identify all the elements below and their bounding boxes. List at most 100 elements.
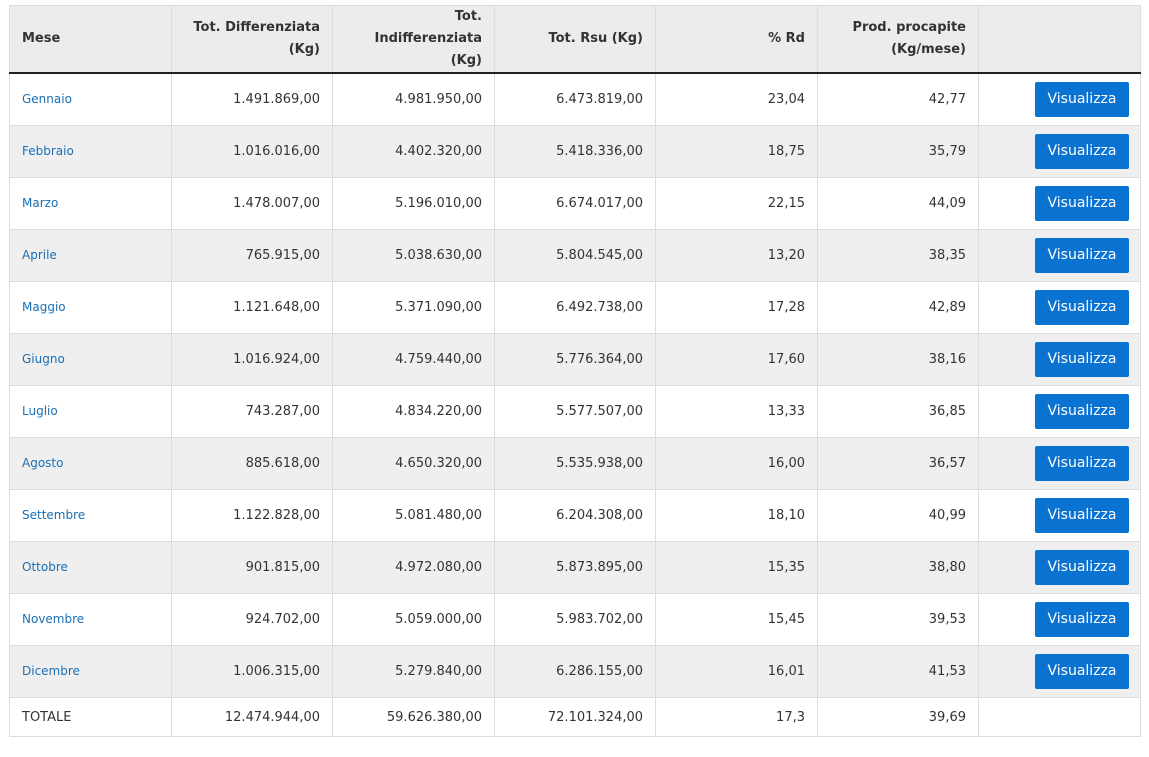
rd-percent-cell: 15,45 [655, 593, 818, 646]
month-link[interactable]: Ottobre [22, 560, 68, 574]
action-cell: Visualizza [978, 229, 1141, 282]
total-differenziata: 12.474.944,00 [171, 697, 333, 737]
table-row: Dicembre 1.006.315,00 5.279.840,00 6.286… [9, 645, 1141, 698]
visualizza-button[interactable]: Visualizza [1035, 654, 1129, 689]
table-row: Ottobre 901.815,00 4.972.080,00 5.873.89… [9, 541, 1141, 594]
procapite-cell: 38,35 [817, 229, 979, 282]
visualizza-button[interactable]: Visualizza [1035, 238, 1129, 273]
indifferenziata-cell: 5.196.010,00 [332, 177, 495, 230]
action-cell: Visualizza [978, 593, 1141, 646]
header-differenziata: Tot. Differenziata (Kg) [171, 5, 333, 74]
month-link[interactable]: Luglio [22, 404, 58, 418]
rsu-cell: 6.473.819,00 [494, 72, 656, 126]
waste-data-table: Mese Tot. Differenziata (Kg) Tot. Indiff… [9, 5, 1141, 737]
table-row: Aprile 765.915,00 5.038.630,00 5.804.545… [9, 229, 1141, 282]
month-link[interactable]: Settembre [22, 508, 86, 522]
month-link[interactable]: Novembre [22, 612, 85, 626]
action-cell: Visualizza [978, 333, 1141, 386]
total-empty-cell [978, 697, 1141, 737]
table-row: Luglio 743.287,00 4.834.220,00 5.577.507… [9, 385, 1141, 438]
action-cell: Visualizza [978, 177, 1141, 230]
differenziata-cell: 743.287,00 [171, 385, 333, 438]
month-cell: Gennaio [9, 72, 172, 126]
visualizza-button[interactable]: Visualizza [1035, 498, 1129, 533]
rd-percent-cell: 16,01 [655, 645, 818, 698]
month-link[interactable]: Febbraio [22, 144, 74, 158]
rd-percent-cell: 23,04 [655, 72, 818, 126]
month-link[interactable]: Agosto [22, 456, 64, 470]
rsu-cell: 5.804.545,00 [494, 229, 656, 282]
rsu-cell: 6.674.017,00 [494, 177, 656, 230]
rd-percent-cell: 16,00 [655, 437, 818, 490]
month-cell: Marzo [9, 177, 172, 230]
table-body: Gennaio 1.491.869,00 4.981.950,00 6.473.… [9, 72, 1141, 737]
month-link[interactable]: Maggio [22, 300, 66, 314]
procapite-cell: 35,79 [817, 125, 979, 178]
visualizza-button[interactable]: Visualizza [1035, 602, 1129, 637]
differenziata-cell: 1.478.007,00 [171, 177, 333, 230]
differenziata-cell: 1.122.828,00 [171, 489, 333, 542]
visualizza-button[interactable]: Visualizza [1035, 134, 1129, 169]
total-label: TOTALE [9, 697, 172, 737]
procapite-cell: 36,57 [817, 437, 979, 490]
procapite-cell: 42,89 [817, 281, 979, 334]
month-link[interactable]: Gennaio [22, 92, 72, 106]
total-procapite: 39,69 [817, 697, 979, 737]
visualizza-button[interactable]: Visualizza [1035, 394, 1129, 429]
indifferenziata-cell: 4.834.220,00 [332, 385, 495, 438]
month-link[interactable]: Dicembre [22, 664, 80, 678]
month-cell: Novembre [9, 593, 172, 646]
visualizza-button[interactable]: Visualizza [1035, 550, 1129, 585]
indifferenziata-cell: 5.371.090,00 [332, 281, 495, 334]
differenziata-cell: 1.491.869,00 [171, 72, 333, 126]
differenziata-cell: 1.016.016,00 [171, 125, 333, 178]
differenziata-cell: 1.016.924,00 [171, 333, 333, 386]
table-row: Gennaio 1.491.869,00 4.981.950,00 6.473.… [9, 72, 1141, 126]
action-cell: Visualizza [978, 125, 1141, 178]
rsu-cell: 5.873.895,00 [494, 541, 656, 594]
visualizza-button[interactable]: Visualizza [1035, 82, 1129, 117]
total-rsu: 72.101.324,00 [494, 697, 656, 737]
month-cell: Ottobre [9, 541, 172, 594]
header-rd-percent: % Rd [655, 5, 818, 74]
action-cell: Visualizza [978, 437, 1141, 490]
procapite-cell: 44,09 [817, 177, 979, 230]
rsu-cell: 6.204.308,00 [494, 489, 656, 542]
month-cell: Febbraio [9, 125, 172, 178]
differenziata-cell: 885.618,00 [171, 437, 333, 490]
procapite-cell: 36,85 [817, 385, 979, 438]
table-row: Marzo 1.478.007,00 5.196.010,00 6.674.01… [9, 177, 1141, 230]
indifferenziata-cell: 4.402.320,00 [332, 125, 495, 178]
rsu-cell: 6.286.155,00 [494, 645, 656, 698]
rd-percent-cell: 15,35 [655, 541, 818, 594]
visualizza-button[interactable]: Visualizza [1035, 446, 1129, 481]
visualizza-button[interactable]: Visualizza [1035, 342, 1129, 377]
procapite-cell: 39,53 [817, 593, 979, 646]
procapite-cell: 38,16 [817, 333, 979, 386]
differenziata-cell: 1.006.315,00 [171, 645, 333, 698]
differenziata-cell: 924.702,00 [171, 593, 333, 646]
header-procapite: Prod. procapite (Kg/mese) [817, 5, 979, 74]
total-indifferenziata: 59.626.380,00 [332, 697, 495, 737]
action-cell: Visualizza [978, 541, 1141, 594]
month-cell: Dicembre [9, 645, 172, 698]
month-link[interactable]: Aprile [22, 248, 57, 262]
procapite-cell: 42,77 [817, 72, 979, 126]
header-indifferenziata: Tot. Indifferenziata (Kg) [332, 5, 495, 74]
indifferenziata-cell: 5.081.480,00 [332, 489, 495, 542]
differenziata-cell: 901.815,00 [171, 541, 333, 594]
visualizza-button[interactable]: Visualizza [1035, 290, 1129, 325]
month-link[interactable]: Giugno [22, 352, 65, 366]
header-month: Mese [9, 5, 172, 74]
visualizza-button[interactable]: Visualizza [1035, 186, 1129, 221]
differenziata-cell: 765.915,00 [171, 229, 333, 282]
indifferenziata-cell: 5.059.000,00 [332, 593, 495, 646]
total-row: TOTALE 12.474.944,00 59.626.380,00 72.10… [9, 697, 1141, 737]
month-cell: Maggio [9, 281, 172, 334]
procapite-cell: 40,99 [817, 489, 979, 542]
indifferenziata-cell: 4.759.440,00 [332, 333, 495, 386]
month-cell: Aprile [9, 229, 172, 282]
rd-percent-cell: 18,10 [655, 489, 818, 542]
table-row: Giugno 1.016.924,00 4.759.440,00 5.776.3… [9, 333, 1141, 386]
month-link[interactable]: Marzo [22, 196, 59, 210]
